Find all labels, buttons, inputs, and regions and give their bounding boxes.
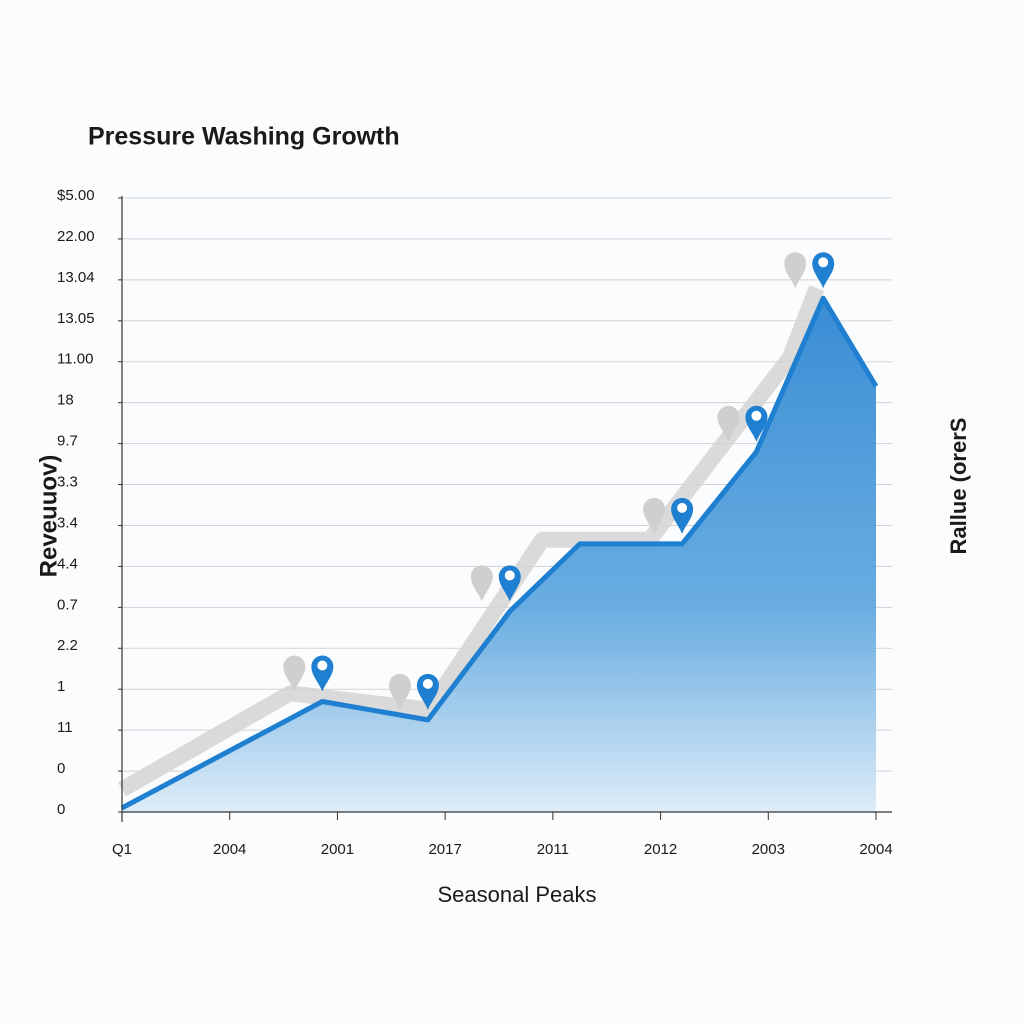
map-pin-body	[745, 405, 768, 442]
area-fill	[122, 298, 876, 813]
area-line	[120, 295, 879, 811]
y-axis-label: Reveuuov)	[35, 455, 62, 578]
map-pin	[416, 673, 439, 710]
map-pin-body	[416, 673, 439, 710]
map-pin-dot	[317, 660, 328, 671]
map-pin-shadow	[643, 497, 666, 534]
y-tick-label: 11	[57, 719, 73, 736]
map-pin-dot	[504, 570, 515, 581]
x-tick-label: 2004	[859, 841, 892, 858]
map-pin-shadow-body	[717, 405, 740, 442]
y-tick-label: 1	[57, 678, 65, 695]
map-pin-body	[311, 655, 334, 692]
map-pin-shadow	[717, 405, 740, 442]
y-tick-label: 0	[57, 760, 65, 777]
y-tick-label: 3.3	[57, 474, 78, 491]
map-pin	[311, 655, 334, 692]
x-axis-label: Seasonal Peaks	[438, 882, 597, 907]
map-pin-dot	[422, 678, 433, 689]
y-tick-label: 9.7	[57, 433, 78, 450]
map-pin-shadow	[388, 673, 411, 710]
y-tick-label: 13.04	[57, 269, 95, 286]
x-tick-label: 2003	[752, 841, 785, 858]
map-pin-body	[498, 565, 521, 602]
map-pin-dot	[818, 257, 829, 268]
x-tick-label: 2011	[537, 841, 569, 858]
x-tick-label: 2001	[321, 841, 354, 858]
y-tick-label: 2.2	[57, 637, 78, 654]
map-pin-shadow	[784, 252, 807, 289]
map-pin	[671, 497, 694, 534]
map-pin	[498, 565, 521, 602]
x-tick-label: Q1	[112, 841, 132, 858]
shadow-line	[118, 285, 825, 797]
x-tick-label: 2017	[428, 841, 461, 858]
map-pin-dot	[677, 502, 688, 513]
y-tick-label: 0	[57, 801, 65, 818]
y-tick-label: 4.4	[57, 555, 78, 572]
y-tick-label: 22.00	[57, 228, 95, 245]
map-pin-shadow-body	[784, 252, 807, 289]
chart-title: Pressure Washing Growth	[88, 123, 400, 151]
map-pin-shadow	[470, 565, 493, 602]
map-pin	[745, 405, 768, 442]
map-pin-body	[812, 252, 835, 289]
y-tick-label: 11.00	[57, 351, 93, 368]
map-pin-shadow-body	[283, 655, 306, 692]
y-tick-label: 3.4	[57, 514, 78, 531]
map-pin-shadow-body	[388, 673, 411, 710]
y-tick-label: 13.05	[57, 310, 95, 327]
map-pin-shadow	[283, 655, 306, 692]
y2-axis-label: Rallue (orerS	[946, 418, 971, 555]
map-pin-dot	[751, 410, 762, 421]
map-pin	[812, 252, 835, 289]
map-pin-shadow-body	[643, 497, 666, 534]
y-tick-label: 18	[57, 392, 74, 409]
x-tick-label: 2012	[644, 841, 677, 858]
y-tick-label: 0.7	[57, 596, 78, 613]
map-pin-shadow-body	[470, 565, 493, 602]
map-pin-body	[671, 497, 694, 534]
y-tick-label: $5.00	[57, 187, 95, 204]
x-tick-label: 2004	[213, 841, 246, 858]
